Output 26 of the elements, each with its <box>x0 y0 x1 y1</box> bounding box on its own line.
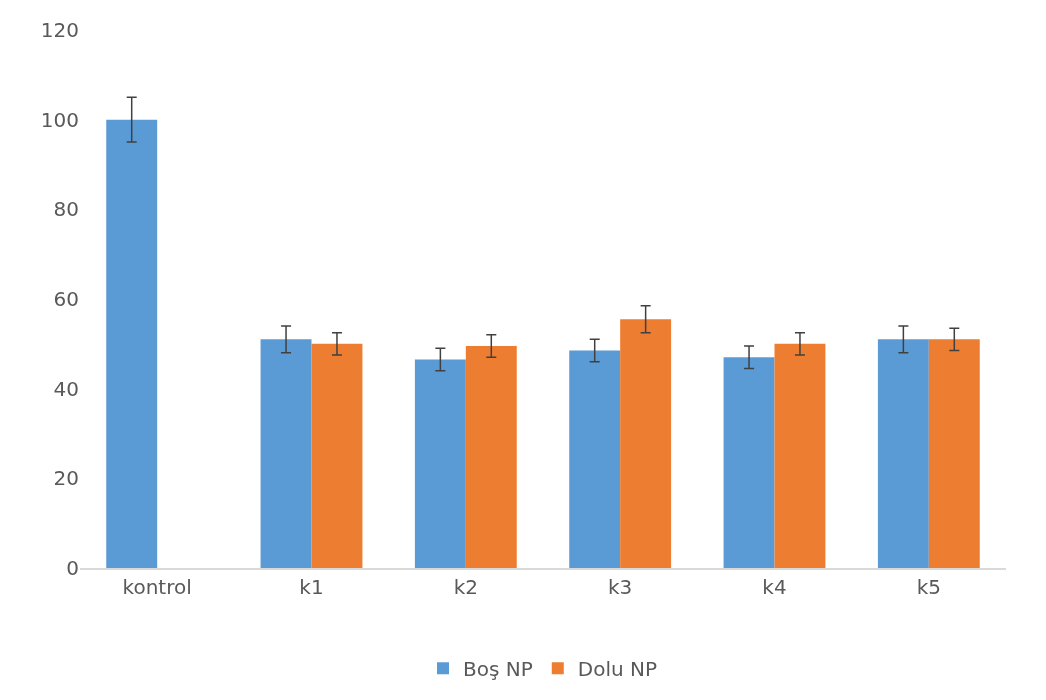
x-tick-label: k1 <box>299 574 324 599</box>
x-tick-label: k4 <box>762 574 787 599</box>
x-tick-label: k2 <box>453 574 478 599</box>
x-tick-label: k3 <box>608 574 633 599</box>
y-tick-label: 20 <box>53 466 79 491</box>
bar <box>569 350 621 568</box>
bar <box>620 319 672 568</box>
legend-label: Dolu NP <box>577 657 658 681</box>
x-tick-label: k5 <box>916 574 941 599</box>
y-tick-label: 80 <box>53 197 79 222</box>
y-tick-label: 100 <box>40 107 79 132</box>
bar <box>774 343 826 568</box>
bar <box>414 359 466 568</box>
y-tick-label: 0 <box>66 556 79 580</box>
bar <box>928 339 980 568</box>
y-tick-label: 60 <box>53 287 79 311</box>
bar <box>877 339 929 568</box>
bar <box>723 357 775 568</box>
bar <box>106 119 158 568</box>
y-tick-label: 120 <box>40 18 79 42</box>
bar <box>260 339 312 568</box>
legend-label: Boş NP <box>463 657 533 681</box>
y-tick-label: 40 <box>53 376 79 401</box>
bar <box>311 343 363 568</box>
x-tick-label: kontrol <box>122 574 192 599</box>
bar <box>465 346 517 568</box>
